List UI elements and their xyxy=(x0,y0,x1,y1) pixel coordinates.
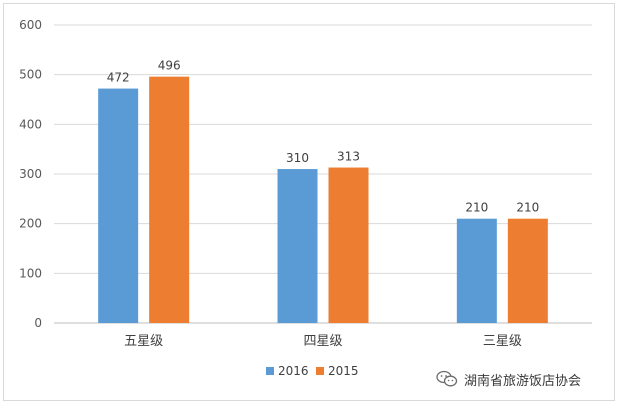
bar xyxy=(456,218,497,323)
bar xyxy=(98,88,139,323)
bar xyxy=(149,76,190,323)
legend-label: 2016 xyxy=(278,364,309,378)
watermark-text: 湖南省旅游饭店协会 xyxy=(464,373,582,389)
y-tick-label: 500 xyxy=(19,68,42,82)
bar xyxy=(507,218,548,323)
y-tick-label: 400 xyxy=(19,117,42,131)
data-label: 210 xyxy=(516,201,539,215)
bar xyxy=(277,169,318,323)
y-tick-label: 600 xyxy=(19,18,42,32)
bar xyxy=(328,167,369,323)
y-tick-label: 300 xyxy=(19,167,42,181)
data-label: 210 xyxy=(465,201,488,215)
data-label: 313 xyxy=(337,150,360,164)
x-tick-label: 三星级 xyxy=(483,334,522,349)
watermark: 湖南省旅游饭店协会 xyxy=(436,369,581,389)
data-label: 496 xyxy=(158,59,181,73)
data-label: 472 xyxy=(107,71,130,85)
x-tick-label: 五星级 xyxy=(124,334,163,349)
y-tick-label: 200 xyxy=(19,217,42,231)
legend-swatch xyxy=(316,367,324,375)
data-label: 310 xyxy=(286,151,309,165)
legend-swatch xyxy=(266,367,274,375)
legend-label: 2015 xyxy=(328,364,359,378)
y-tick-label: 100 xyxy=(19,266,42,280)
y-tick-label: 0 xyxy=(34,316,42,330)
wechat-icon xyxy=(436,370,458,388)
x-tick-label: 四星级 xyxy=(303,334,342,349)
